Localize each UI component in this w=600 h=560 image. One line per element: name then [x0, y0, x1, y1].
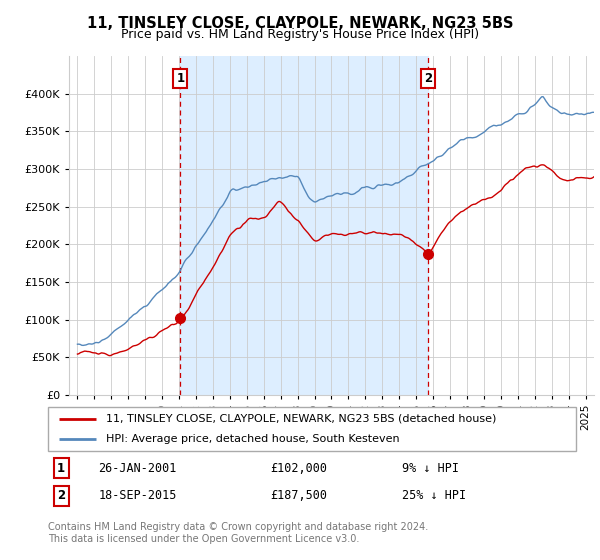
Bar: [181, 56, 428, 395]
Text: 2: 2: [424, 72, 433, 85]
Text: 11, TINSLEY CLOSE, CLAYPOLE, NEWARK, NG23 5BS: 11, TINSLEY CLOSE, CLAYPOLE, NEWARK, NG2…: [87, 16, 513, 31]
Text: 26-JAN-2001: 26-JAN-2001: [98, 461, 176, 475]
Text: £102,000: £102,000: [270, 461, 327, 475]
Text: 2: 2: [57, 489, 65, 502]
Text: 11, TINSLEY CLOSE, CLAYPOLE, NEWARK, NG23 5BS (detached house): 11, TINSLEY CLOSE, CLAYPOLE, NEWARK, NG2…: [106, 414, 496, 424]
Text: Contains HM Land Registry data © Crown copyright and database right 2024.
This d: Contains HM Land Registry data © Crown c…: [48, 522, 428, 544]
Text: HPI: Average price, detached house, South Kesteven: HPI: Average price, detached house, Sout…: [106, 434, 400, 444]
Text: 1: 1: [57, 461, 65, 475]
FancyBboxPatch shape: [48, 407, 576, 451]
Text: 9% ↓ HPI: 9% ↓ HPI: [402, 461, 459, 475]
Text: £187,500: £187,500: [270, 489, 327, 502]
Text: Price paid vs. HM Land Registry's House Price Index (HPI): Price paid vs. HM Land Registry's House …: [121, 28, 479, 41]
Text: 18-SEP-2015: 18-SEP-2015: [98, 489, 176, 502]
Text: 1: 1: [176, 72, 184, 85]
Text: 25% ↓ HPI: 25% ↓ HPI: [402, 489, 466, 502]
